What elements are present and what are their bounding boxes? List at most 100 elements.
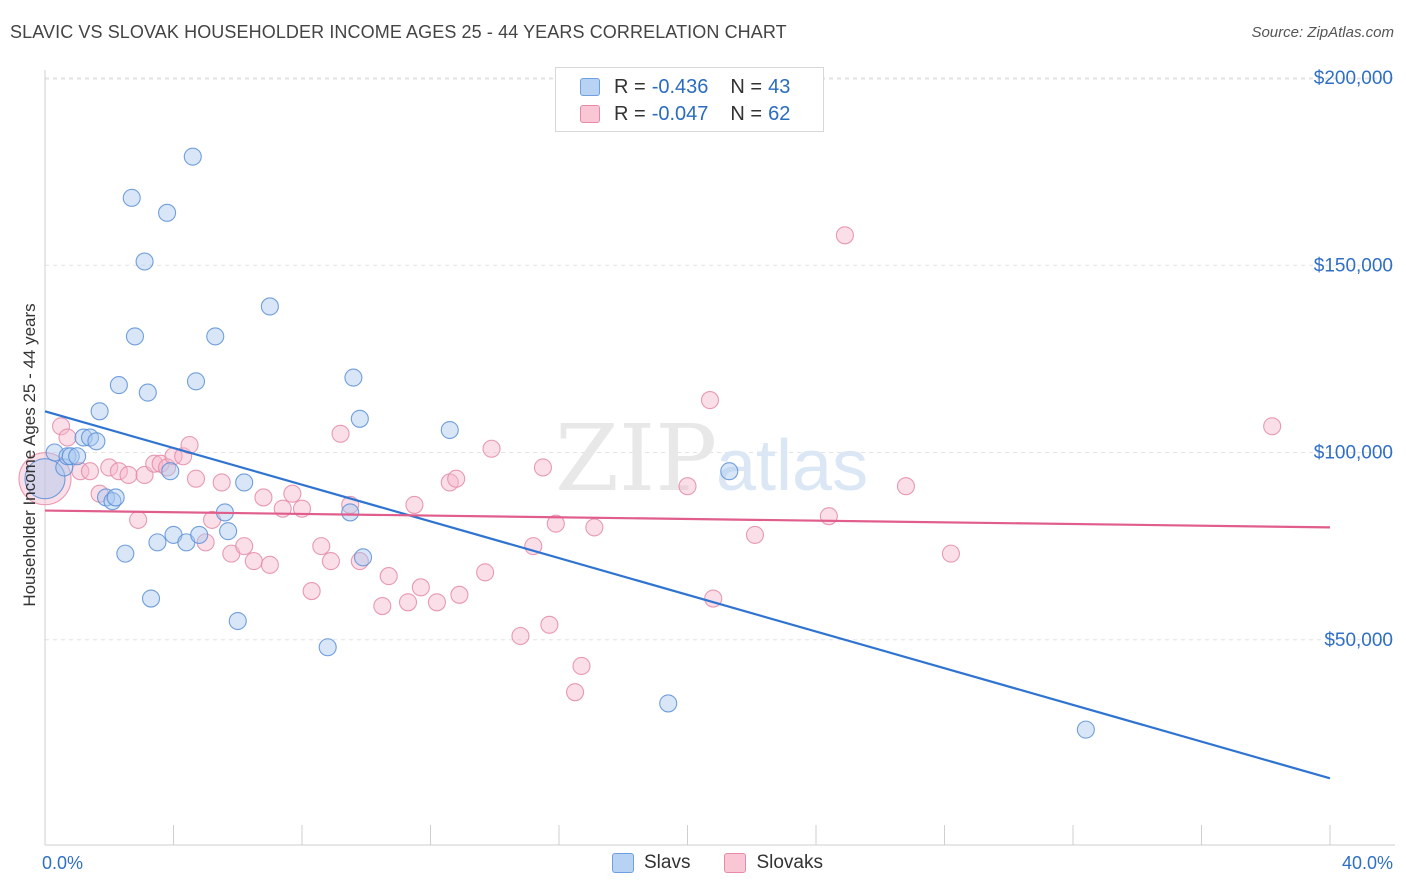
slavs-point bbox=[87, 432, 106, 451]
trend-lines bbox=[44, 410, 1331, 780]
slovaks-point bbox=[312, 537, 331, 556]
slavs-point bbox=[219, 522, 238, 541]
slovaks-point bbox=[405, 495, 424, 514]
slavs-point bbox=[138, 383, 157, 402]
x-tick-label: 40.0% bbox=[1342, 853, 1393, 873]
r-value: -0.436 bbox=[651, 75, 709, 98]
slovaks-point bbox=[533, 458, 552, 477]
slovaks-point bbox=[572, 656, 591, 676]
slovaks-point bbox=[678, 477, 697, 496]
legend-label-slavs: Slavs bbox=[644, 852, 691, 873]
watermark-atlas: atlas bbox=[716, 426, 868, 506]
source-label: Source: ZipAtlas.com bbox=[1251, 24, 1394, 41]
slovaks-point bbox=[447, 469, 466, 488]
slavs-point bbox=[341, 503, 360, 522]
n-value: 62 bbox=[768, 102, 791, 125]
stats-row-slavs: R = -0.436 N = 43 bbox=[580, 74, 790, 100]
stats-legend: R = -0.436 N = 43 R = -0.047 N = 62 bbox=[555, 67, 824, 132]
n-value: 43 bbox=[768, 75, 791, 98]
y-tick-label: $100,000 bbox=[1314, 443, 1393, 464]
slovaks-point bbox=[546, 514, 565, 533]
slavs-point bbox=[440, 420, 459, 440]
slavs-point bbox=[228, 611, 247, 631]
slovaks-point bbox=[302, 582, 321, 601]
slovaks-point bbox=[476, 563, 495, 582]
slavs-point bbox=[116, 544, 135, 563]
slovaks-point bbox=[745, 525, 765, 544]
n-label: N = bbox=[730, 75, 763, 98]
slovaks-legend-swatch bbox=[724, 853, 747, 873]
slovaks-point bbox=[482, 439, 501, 458]
slavs-point bbox=[135, 252, 154, 271]
slavs-point bbox=[260, 297, 279, 316]
slovaks-point bbox=[379, 567, 398, 586]
slavs-point bbox=[1076, 720, 1095, 739]
slovaks-point bbox=[58, 428, 77, 447]
slovaks-point bbox=[819, 507, 838, 526]
legend-item-slovaks: Slovaks bbox=[724, 852, 823, 874]
slavs-point bbox=[90, 402, 109, 421]
slovaks-point bbox=[196, 533, 215, 552]
slovaks-point bbox=[260, 555, 279, 574]
slovaks-point bbox=[450, 585, 469, 604]
slovaks-point bbox=[585, 518, 604, 537]
slavs-point bbox=[720, 462, 739, 481]
slovaks-point bbox=[398, 593, 418, 612]
slovaks-point bbox=[80, 462, 100, 481]
slavs-point bbox=[106, 488, 125, 507]
n-label: N = bbox=[730, 102, 763, 125]
r-label: R = bbox=[614, 102, 646, 125]
slovaks-point bbox=[896, 477, 916, 496]
r-value: -0.047 bbox=[651, 102, 709, 125]
slovaks-point bbox=[835, 226, 854, 245]
slavs-swatch bbox=[580, 78, 600, 96]
slovaks-point bbox=[373, 596, 392, 616]
slavs-point bbox=[109, 376, 128, 395]
slovaks-point bbox=[100, 458, 119, 477]
slovaks-point bbox=[283, 484, 302, 503]
slavs-legend-swatch bbox=[612, 853, 634, 873]
slovaks-point bbox=[427, 593, 446, 612]
slavs-point bbox=[68, 447, 87, 466]
watermark-zip: ZIP bbox=[555, 405, 717, 512]
slovaks-point bbox=[411, 578, 430, 597]
slavs-point bbox=[148, 533, 167, 552]
slovaks-point bbox=[109, 462, 128, 481]
y-axis-label: Householder Income Ages 25 - 44 years bbox=[20, 303, 39, 606]
slovaks-point bbox=[566, 683, 585, 702]
slovaks-point bbox=[244, 552, 263, 571]
slavs-point bbox=[350, 409, 369, 428]
slovaks-point bbox=[1263, 417, 1282, 436]
y-tick-label: $150,000 bbox=[1314, 255, 1393, 276]
axis-labels: $50,000 $100,000 $150,000 $200,000 0.0% 40.0%… bbox=[20, 68, 1393, 873]
stats-row-slovaks: R = -0.047 N = 62 bbox=[580, 101, 790, 127]
chart-title: SLAVIC VS SLOVAK HOUSEHOLDER INCOME AGES… bbox=[10, 22, 787, 42]
slovaks-point bbox=[186, 469, 206, 488]
slovaks-point bbox=[941, 544, 960, 563]
slavs-point bbox=[190, 525, 209, 544]
slavs-point bbox=[125, 327, 144, 346]
slavs-point bbox=[344, 368, 363, 387]
slavs-point bbox=[186, 372, 206, 391]
slavs-point bbox=[122, 188, 141, 207]
slovaks-point bbox=[321, 552, 340, 571]
slavs-point bbox=[659, 694, 678, 713]
slovaks-point bbox=[254, 488, 273, 507]
slavs-point bbox=[141, 589, 161, 608]
series-legend: Slavs Slovaks bbox=[612, 852, 857, 874]
slavs-point bbox=[55, 458, 74, 477]
y-tick-label: $200,000 bbox=[1314, 68, 1393, 89]
slovaks-point bbox=[235, 537, 254, 556]
legend-item-slavs: Slavs bbox=[612, 852, 690, 874]
axes bbox=[44, 70, 1395, 846]
slovaks-point bbox=[129, 510, 148, 529]
slovaks-trend-line bbox=[44, 509, 1331, 529]
slovaks-swatch bbox=[580, 105, 600, 123]
slovaks-point bbox=[331, 424, 350, 443]
slovaks-point bbox=[700, 391, 720, 410]
slavs-point bbox=[158, 203, 177, 222]
slavs-point bbox=[161, 462, 180, 481]
slavs-point bbox=[235, 473, 254, 492]
slovaks-point bbox=[212, 473, 231, 492]
